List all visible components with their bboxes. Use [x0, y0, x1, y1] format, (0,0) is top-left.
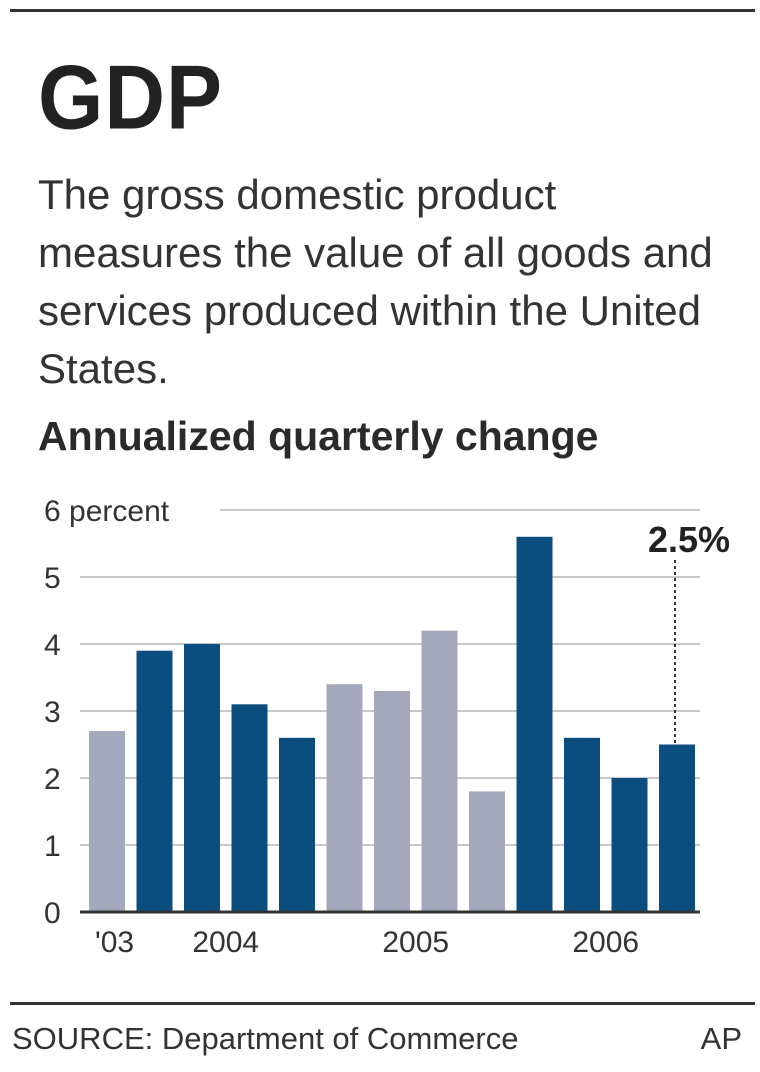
top-rule [10, 9, 755, 12]
y-tick-label: 5 [44, 562, 61, 595]
x-tick-label: '03 [95, 926, 134, 959]
source-credit: SOURCE: Department of Commerce [12, 1021, 519, 1056]
y-tick-label: 6 percent [44, 495, 170, 528]
bar-q1-2005 [326, 684, 363, 912]
annotation-label: 2.5% [648, 519, 730, 560]
bar-q4-2005 [469, 791, 505, 912]
bar-q1-2006 [516, 536, 553, 912]
bar-q3-2005 [421, 630, 458, 912]
y-tick-label: 0 [44, 897, 61, 930]
bar-q2-2006 [564, 737, 600, 912]
bar-q4-2004 [279, 737, 315, 912]
agency-credit: AP [700, 1021, 742, 1056]
page-title: GDP [38, 46, 224, 149]
x-tick-label: 2004 [192, 926, 259, 959]
y-tick-label: 3 [44, 696, 61, 729]
y-tick-label: 4 [44, 629, 61, 662]
bar-q3-2004 [231, 704, 268, 912]
chart-subtitle: Annualized quarterly change [38, 413, 599, 459]
bar-q2-2004 [184, 644, 220, 912]
chart-description: The gross domestic product measures the … [38, 171, 713, 392]
bar-q3-2006 [611, 778, 648, 912]
bottom-rule [10, 1002, 755, 1005]
x-tick-label: 2005 [382, 926, 449, 959]
bar-q4-2006 [659, 744, 695, 912]
bar-q4-03 [89, 731, 125, 912]
y-tick-label: 2 [44, 763, 61, 796]
bar-q1-2004 [136, 650, 173, 912]
x-tick-label: 2006 [572, 926, 639, 959]
bar-q2-2005 [374, 690, 410, 912]
y-tick-label: 1 [44, 830, 61, 863]
bar-chart: 0 1 2 3 4 5 6 percent '03 2004 2005 2006 2.5% [44, 495, 730, 959]
